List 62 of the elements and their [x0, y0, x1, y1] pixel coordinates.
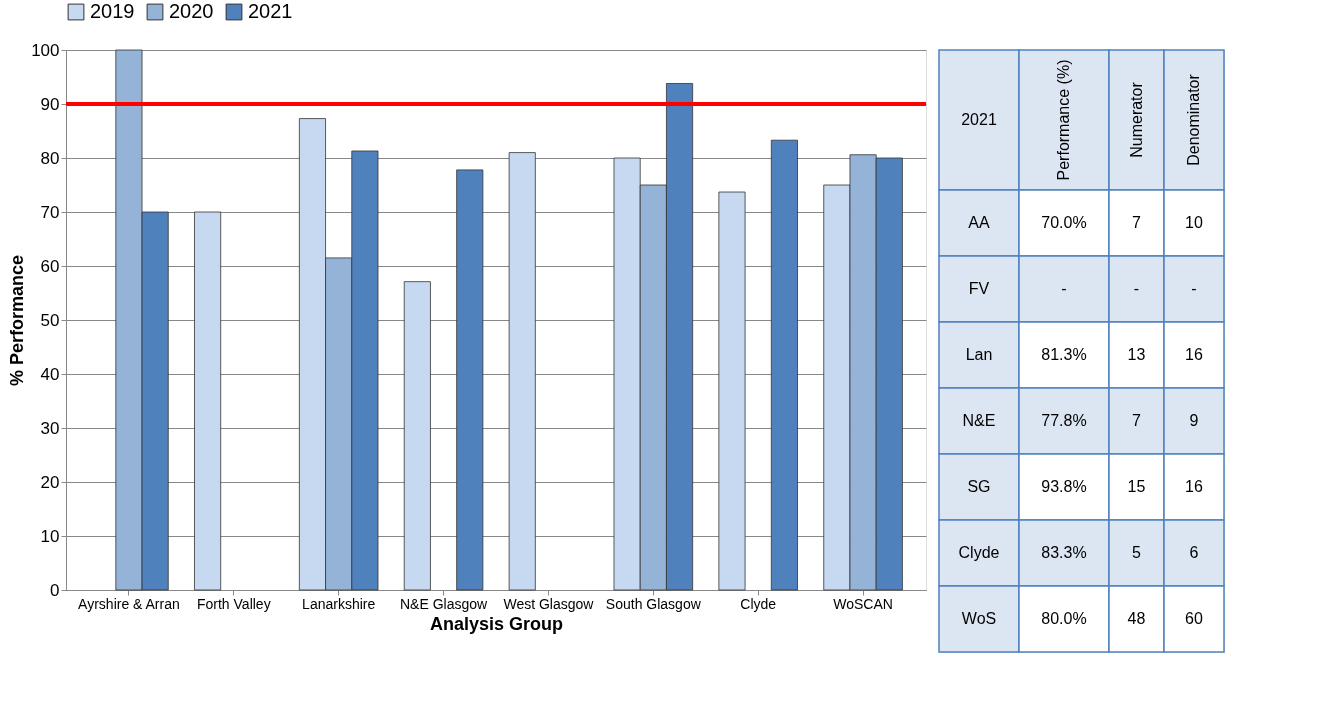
x-tick-label: WoSCAN — [833, 595, 893, 612]
text: Denominator — [1185, 73, 1202, 166]
y-tick-label: 60 — [40, 256, 60, 276]
text: 13 — [1127, 346, 1146, 363]
text: N&E — [962, 412, 996, 429]
text: 9 — [1189, 412, 1199, 429]
y-tick-label: 50 — [40, 310, 60, 330]
legend-label: 2021 — [248, 0, 293, 22]
x-tick-label: West Glasgow — [503, 595, 595, 612]
text: Performance (%) — [1055, 59, 1072, 181]
bar — [456, 169, 484, 591]
text: - — [1191, 280, 1197, 297]
text: 16 — [1185, 478, 1203, 495]
text: 83.3% — [1041, 544, 1087, 561]
text: 77.8% — [1041, 412, 1087, 429]
text: Clyde — [958, 544, 1000, 561]
text: 2021 — [961, 111, 997, 128]
text: 16 — [1185, 346, 1203, 363]
y-tick-label: 20 — [40, 472, 60, 492]
y-tick-label: 90 — [40, 94, 60, 114]
legend-label: 2020 — [169, 0, 214, 22]
text: FV — [968, 280, 990, 297]
text: 48 — [1127, 610, 1146, 627]
y-axis-title: % Performance — [7, 254, 28, 387]
y-tick-label: 70 — [40, 202, 60, 222]
text: 70.0% — [1041, 214, 1087, 231]
y-tick-label: 30 — [40, 418, 60, 438]
text: WoS — [961, 610, 997, 627]
text: 81.3% — [1041, 346, 1087, 363]
x-axis-title: Analysis Group — [429, 613, 564, 634]
y-tick-label: 10 — [40, 526, 60, 546]
y-tick-label: 0 — [50, 580, 60, 600]
x-tick-label: Ayrshire & Arran — [78, 595, 180, 612]
text: - — [1061, 280, 1067, 297]
x-tick-label: Forth Valley — [196, 595, 271, 612]
bar — [718, 191, 746, 591]
x-tick-label: South Glasgow — [605, 595, 702, 612]
bar — [508, 152, 536, 591]
bar — [403, 281, 431, 591]
text: 5 — [1132, 544, 1142, 561]
bar — [770, 139, 798, 591]
text: 10 — [1185, 214, 1203, 231]
text: AA — [968, 214, 990, 231]
text: 6 — [1189, 544, 1199, 561]
text: SG — [967, 478, 991, 495]
text: 93.8% — [1041, 478, 1087, 495]
bar — [194, 211, 222, 591]
x-tick-label: Clyde — [740, 595, 777, 612]
text: Lan — [965, 346, 993, 363]
text: 15 — [1127, 478, 1146, 495]
text: Numerator — [1127, 81, 1145, 158]
y-tick-label: 80 — [40, 148, 60, 168]
x-tick-label: Lanarkshire — [302, 595, 376, 612]
x-tick-label: N&E Glasgow — [399, 595, 489, 612]
text: 80.0% — [1041, 610, 1087, 627]
legend-label: 2019 — [90, 0, 135, 22]
text: 7 — [1132, 214, 1142, 231]
text: 60 — [1185, 610, 1203, 627]
y-tick-label: 40 — [40, 364, 60, 384]
text: 7 — [1132, 412, 1142, 429]
text: - — [1133, 280, 1140, 297]
y-tick-label: 100 — [31, 40, 60, 60]
